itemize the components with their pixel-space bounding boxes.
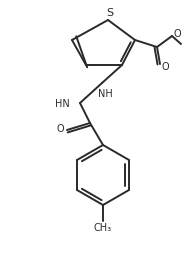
Text: O: O [56,124,64,134]
Text: O: O [173,29,181,39]
Text: S: S [106,8,114,18]
Text: HN: HN [55,99,70,109]
Text: CH₃: CH₃ [94,223,112,233]
Text: NH: NH [98,89,112,99]
Text: O: O [161,62,169,72]
